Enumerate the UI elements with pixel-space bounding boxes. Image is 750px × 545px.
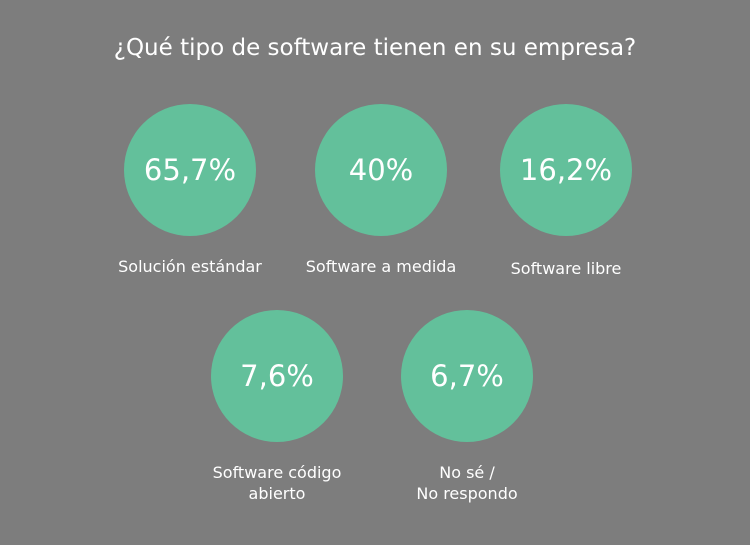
stat-value: 16,2% bbox=[519, 153, 613, 187]
stat-label: Software código abierto bbox=[212, 463, 342, 503]
stat-circle: 65,7% bbox=[124, 104, 256, 236]
stat-label: No sé / No respondo bbox=[416, 463, 518, 503]
stat-value: 40% bbox=[348, 153, 414, 187]
stat-value: 6,7% bbox=[430, 359, 504, 393]
stat-value: 7,6% bbox=[240, 359, 314, 393]
chart-title: ¿Qué tipo de software tienen en su empre… bbox=[113, 35, 637, 61]
stat-circle: 6,7% bbox=[401, 310, 533, 442]
stat-label: Software a medida bbox=[305, 257, 457, 276]
stat-circle: 16,2% bbox=[500, 104, 632, 236]
stat-circle: 40% bbox=[315, 104, 447, 236]
stat-circle: 7,6% bbox=[211, 310, 343, 442]
stat-label: Solución estándar bbox=[118, 257, 262, 276]
stat-value: 65,7% bbox=[143, 153, 237, 187]
stat-label: Software libre bbox=[510, 259, 622, 278]
